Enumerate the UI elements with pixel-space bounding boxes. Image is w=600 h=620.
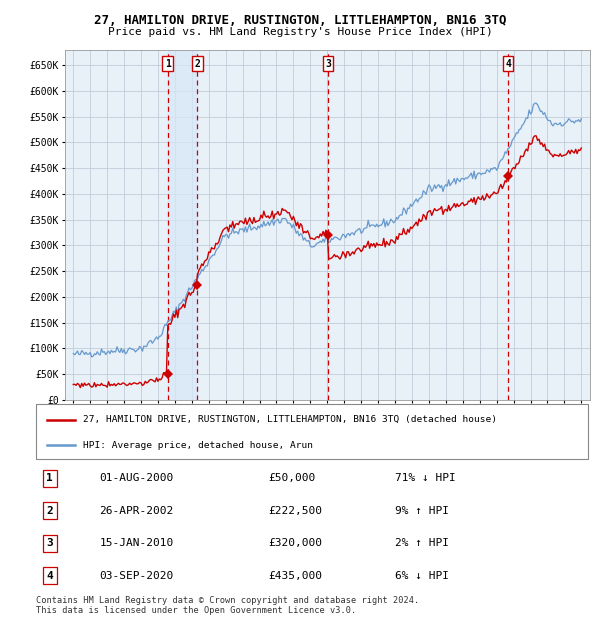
Text: 9% ↑ HPI: 9% ↑ HPI [395,506,449,516]
Text: 01-AUG-2000: 01-AUG-2000 [100,473,174,483]
Text: 26-APR-2002: 26-APR-2002 [100,506,174,516]
Text: Contains HM Land Registry data © Crown copyright and database right 2024.: Contains HM Land Registry data © Crown c… [36,596,419,606]
Text: 3: 3 [325,59,331,69]
Text: This data is licensed under the Open Government Licence v3.0.: This data is licensed under the Open Gov… [36,606,356,616]
Text: 4: 4 [46,571,53,581]
Bar [168,50,197,400]
Text: 3: 3 [46,538,53,548]
Text: 2: 2 [46,506,53,516]
Text: 1: 1 [46,473,53,483]
Text: £320,000: £320,000 [268,538,322,548]
Text: 03-SEP-2020: 03-SEP-2020 [100,571,174,581]
Text: 71% ↓ HPI: 71% ↓ HPI [395,473,455,483]
Text: £435,000: £435,000 [268,571,322,581]
Text: 6% ↓ HPI: 6% ↓ HPI [395,571,449,581]
Text: 27, HAMILTON DRIVE, RUSTINGTON, LITTLEHAMPTON, BN16 3TQ: 27, HAMILTON DRIVE, RUSTINGTON, LITTLEHA… [94,14,506,27]
Text: £50,000: £50,000 [268,473,315,483]
Text: £222,500: £222,500 [268,506,322,516]
Text: 2% ↑ HPI: 2% ↑ HPI [395,538,449,548]
Text: 15-JAN-2010: 15-JAN-2010 [100,538,174,548]
Text: 1: 1 [165,59,171,69]
Text: Price paid vs. HM Land Registry's House Price Index (HPI): Price paid vs. HM Land Registry's House … [107,27,493,37]
Text: 4: 4 [505,59,511,69]
Text: 2: 2 [194,59,200,69]
Text: HPI: Average price, detached house, Arun: HPI: Average price, detached house, Arun [83,441,313,450]
Text: 27, HAMILTON DRIVE, RUSTINGTON, LITTLEHAMPTON, BN16 3TQ (detached house): 27, HAMILTON DRIVE, RUSTINGTON, LITTLEHA… [83,415,497,424]
